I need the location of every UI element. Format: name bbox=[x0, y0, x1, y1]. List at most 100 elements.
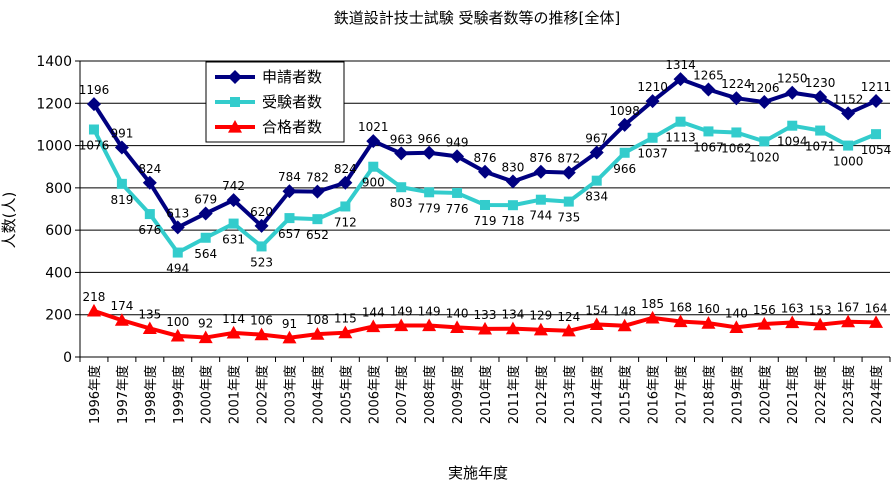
data-label: 652 bbox=[306, 228, 329, 242]
data-label: 149 bbox=[390, 304, 413, 318]
data-point-marker bbox=[841, 314, 856, 328]
data-label: 156 bbox=[753, 303, 776, 317]
data-point-marker bbox=[340, 201, 351, 212]
data-label: 167 bbox=[837, 301, 860, 315]
data-label: 523 bbox=[250, 255, 273, 269]
data-label: 1067 bbox=[693, 140, 724, 154]
data-label: 494 bbox=[166, 262, 189, 276]
data-label: 966 bbox=[613, 162, 636, 176]
legend-label: 受験者数 bbox=[262, 93, 322, 111]
data-point-marker bbox=[478, 321, 492, 335]
data-point-marker bbox=[871, 129, 882, 140]
data-point-marker bbox=[647, 132, 658, 143]
data-point-marker bbox=[228, 218, 239, 229]
data-label: 872 bbox=[557, 152, 580, 166]
data-point-marker bbox=[256, 241, 267, 252]
data-point-marker bbox=[701, 82, 716, 97]
y-tick-label: 600 bbox=[45, 223, 72, 239]
data-point-marker bbox=[114, 313, 129, 326]
data-point-marker bbox=[226, 325, 241, 339]
data-label: 1210 bbox=[637, 80, 668, 94]
data-point-marker bbox=[589, 145, 604, 160]
data-label: 1000 bbox=[833, 155, 864, 169]
data-label: 830 bbox=[501, 161, 524, 175]
data-label: 160 bbox=[697, 302, 720, 316]
y-tick-label: 0 bbox=[63, 350, 72, 366]
data-label: 1021 bbox=[358, 120, 389, 134]
data-point-marker bbox=[282, 330, 297, 344]
data-point-marker bbox=[170, 328, 185, 342]
data-label: 1196 bbox=[79, 83, 110, 97]
data-point-marker bbox=[310, 184, 325, 199]
data-point-marker bbox=[701, 316, 716, 329]
y-tick-label: 800 bbox=[45, 181, 72, 197]
data-point-marker bbox=[396, 182, 407, 193]
data-label: 134 bbox=[501, 308, 524, 322]
data-point-marker bbox=[310, 327, 325, 340]
data-point-marker bbox=[88, 124, 99, 135]
data-point-marker bbox=[284, 213, 295, 224]
data-point-marker bbox=[841, 106, 856, 121]
data-point-marker bbox=[198, 330, 213, 344]
data-label: 153 bbox=[809, 304, 832, 318]
data-point-marker bbox=[200, 232, 211, 243]
data-point-marker bbox=[645, 310, 660, 324]
data-point-marker bbox=[366, 134, 381, 149]
x-tick-label: 2024年度 bbox=[869, 365, 885, 424]
data-point-marker bbox=[645, 94, 660, 109]
data-point-marker bbox=[282, 184, 297, 199]
data-label: 91 bbox=[282, 317, 297, 331]
data-point-marker bbox=[617, 117, 632, 132]
data-label: 718 bbox=[501, 214, 524, 228]
data-point-marker bbox=[505, 174, 520, 189]
x-tick-label: 2018年度 bbox=[701, 365, 717, 424]
data-label: 824 bbox=[334, 162, 357, 176]
data-point-marker bbox=[116, 178, 127, 189]
data-label: 1020 bbox=[749, 150, 780, 164]
data-point-marker bbox=[619, 147, 630, 158]
data-point-marker bbox=[757, 95, 772, 110]
x-tick-label: 2004年度 bbox=[310, 365, 326, 424]
y-axis-ticks: 0 200 400 600 800 1000 1200 1400 bbox=[36, 54, 80, 366]
x-tick-label: 2022年度 bbox=[813, 365, 829, 424]
data-label: 719 bbox=[474, 214, 497, 228]
data-label: 114 bbox=[222, 312, 245, 326]
x-tick-label: 2014年度 bbox=[590, 365, 606, 424]
data-point-marker bbox=[533, 164, 548, 179]
data-label: 949 bbox=[446, 135, 469, 149]
x-axis-ticks: 1996年度 1997年度 1998年度 1999年度 2000年度 2001年度 2002… bbox=[79, 357, 891, 424]
legend-swatch-marker bbox=[228, 70, 242, 84]
data-label: 1113 bbox=[665, 131, 696, 145]
data-point-marker bbox=[617, 318, 632, 332]
data-label: 564 bbox=[194, 247, 217, 261]
data-label: 782 bbox=[306, 171, 329, 185]
data-label: 631 bbox=[222, 233, 245, 247]
data-label: 1230 bbox=[805, 76, 836, 90]
data-point-marker bbox=[673, 72, 688, 87]
data-label: 133 bbox=[474, 308, 497, 322]
data-label: 1037 bbox=[637, 147, 668, 161]
x-tick-label: 2006年度 bbox=[366, 365, 382, 424]
data-point-marker bbox=[226, 193, 241, 208]
data-point-marker bbox=[673, 314, 688, 328]
data-point-marker bbox=[563, 196, 574, 207]
data-label: 735 bbox=[557, 211, 580, 225]
legend-swatch-marker bbox=[230, 97, 240, 107]
data-point-marker bbox=[172, 247, 183, 258]
x-tick-label: 2007年度 bbox=[394, 365, 410, 424]
data-point-marker bbox=[869, 315, 884, 328]
data-label: 803 bbox=[390, 196, 413, 210]
data-point-marker bbox=[785, 315, 800, 329]
data-point-marker bbox=[813, 89, 828, 104]
x-tick-label: 2010年度 bbox=[478, 365, 494, 424]
data-label: 135 bbox=[138, 307, 161, 321]
data-label: 657 bbox=[278, 227, 301, 241]
data-point-marker bbox=[312, 214, 323, 225]
data-label: 620 bbox=[250, 205, 273, 219]
data-point-marker bbox=[703, 126, 714, 137]
data-point-marker bbox=[731, 127, 742, 138]
data-point-marker bbox=[591, 175, 602, 186]
data-label: 185 bbox=[641, 297, 664, 311]
